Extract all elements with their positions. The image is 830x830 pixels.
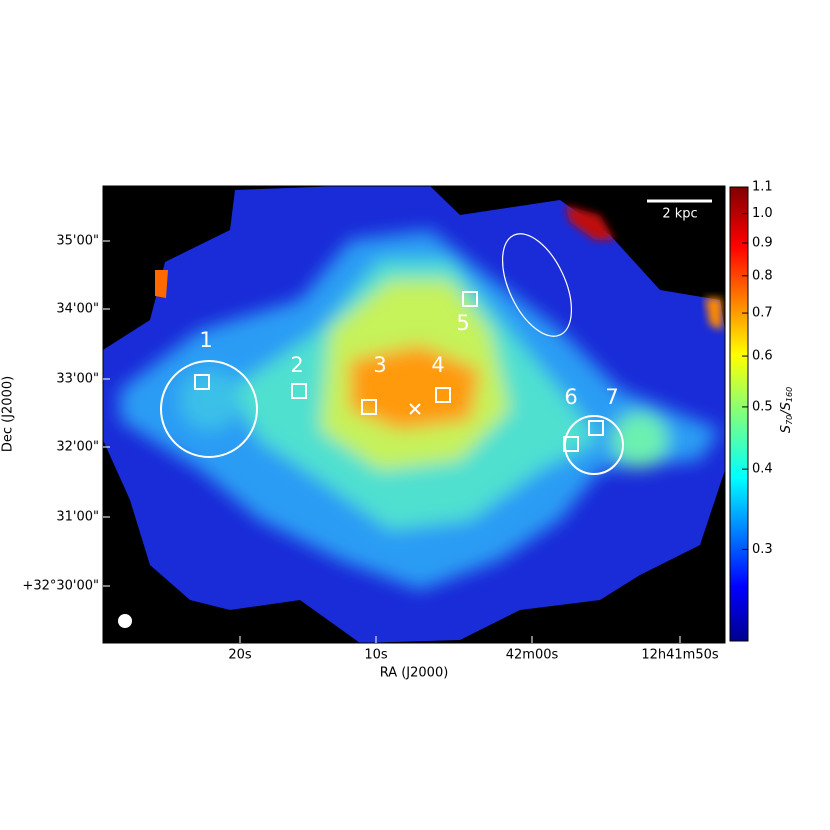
region-label: 1 (199, 328, 212, 352)
ratio-map (103, 186, 725, 643)
beam (118, 614, 132, 628)
colorbar-tick-label: 0.9 (752, 235, 773, 250)
colorbar (729, 186, 749, 642)
colorbar-tick-label: 1.0 (752, 206, 773, 221)
scale-bar-label: 2 kpc (662, 207, 697, 222)
colorbar-tick-label: 0.5 (752, 399, 773, 414)
colorbar-tick-label: 0.6 (752, 349, 773, 364)
colorbar-label: S70/S160 (779, 387, 794, 433)
y-tick-label: 31'00" (56, 510, 99, 525)
colorbar-tick-label: 1.1 (752, 180, 773, 195)
region-label: 3 (373, 353, 386, 377)
y-tick-label: 35'00" (56, 234, 99, 249)
colorbar-tick-label: 0.3 (752, 542, 773, 557)
plot-frame (102, 185, 726, 644)
x-axis-label: RA (J2000) (380, 666, 449, 681)
y-tick-label: +32°30'00" (22, 579, 99, 594)
y-tick-label: 34'00" (56, 302, 99, 317)
cb-sub: 70 (785, 415, 794, 425)
x-tick-label: 12h41m50s (641, 648, 719, 663)
regions (160, 233, 624, 475)
colorbar-tick-label: 0.4 (752, 462, 773, 477)
y-tick-label: 33'00" (56, 372, 99, 387)
colorbar-tick-label: 0.7 (752, 306, 773, 321)
cb-s2: /S (779, 402, 794, 416)
y-tick-label: 32'00" (56, 440, 99, 455)
colorbar-tick-label: 0.8 (752, 268, 773, 283)
region-label: 2 (290, 353, 303, 377)
region-label: 5 (456, 311, 469, 335)
cb-s: S (779, 425, 794, 433)
x-tick-label: 10s (364, 648, 388, 663)
x-tick-label: 20s (228, 648, 252, 663)
region-label: 4 (431, 353, 444, 377)
region-label: 6 (564, 385, 577, 409)
x-tick-label: 42m00s (506, 648, 559, 663)
region-label: 7 (605, 385, 618, 409)
y-axis-label: Dec (J2000) (1, 376, 16, 452)
cb-sub2: 160 (785, 387, 794, 402)
